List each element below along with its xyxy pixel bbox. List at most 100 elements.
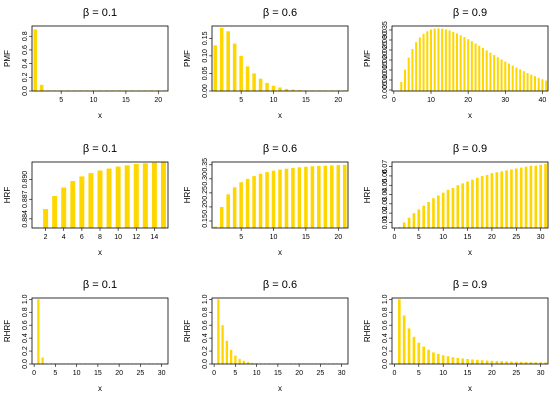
bar [510, 361, 513, 364]
bar [475, 177, 479, 228]
bar [427, 201, 430, 228]
bar [397, 227, 401, 228]
y-tick-label: 0.030 [382, 31, 389, 49]
y-tick-label: 0.6 [382, 320, 389, 330]
bar [422, 205, 426, 228]
bar [115, 166, 121, 228]
x-tick-label: 10 [270, 234, 278, 241]
y-tick-label: 0.890 [22, 171, 29, 189]
bar [480, 360, 484, 364]
bar [474, 43, 477, 91]
bar [402, 222, 406, 228]
bar [426, 31, 429, 91]
bar [291, 167, 295, 228]
y-axis-label: PMF [183, 50, 192, 67]
bar [500, 361, 504, 364]
x-tick-label: 0 [212, 370, 216, 377]
x-tick-label: 20 [154, 97, 162, 104]
bar [278, 87, 282, 91]
bar [534, 362, 538, 364]
y-tick-label: 0.15 [202, 31, 209, 45]
x-tick-label: 20 [115, 370, 123, 377]
y-tick-label: 0.2 [382, 346, 389, 356]
x-tick-label: 25 [512, 234, 520, 241]
y-axis-label: RHRF [363, 320, 372, 342]
bar [505, 361, 508, 364]
plot-frame [391, 161, 549, 229]
y-tick-label: 0.25 [202, 186, 209, 200]
panel-6: 0 5 10 15 20 25 30 0.010.020.030.040.050.060.07… [363, 143, 549, 257]
x-tick-label: 30 [338, 370, 346, 377]
plot-frame [211, 161, 349, 229]
x-tick-label: 30 [501, 97, 509, 104]
bar [234, 355, 237, 364]
y-tick-label: 1.0 [22, 294, 29, 304]
y-axis-label: HRF [183, 187, 192, 204]
bar [533, 76, 537, 91]
x-axis-label: x [278, 384, 282, 393]
bar [106, 168, 112, 228]
y-tick-label: 0.03 [382, 197, 389, 211]
y-tick-label: 0.8 [22, 31, 29, 41]
bar [485, 175, 489, 228]
bar [475, 359, 479, 364]
bar [265, 82, 269, 91]
panel-title: β = 0.1 [83, 279, 117, 291]
x-tick-label: 14 [151, 234, 159, 241]
x-axis-label: x [468, 248, 472, 257]
x-tick-label: 5 [233, 370, 237, 377]
bar [446, 356, 450, 364]
bar [242, 360, 246, 364]
x-tick-label: 15 [274, 370, 282, 377]
bar [221, 325, 224, 364]
plot-frame [391, 25, 549, 92]
y-tick-label: 0.01 [382, 216, 389, 230]
bar [526, 73, 529, 91]
y-tick-label: 0.0 [22, 86, 29, 96]
bar [415, 42, 418, 91]
bar [511, 65, 514, 91]
bar [500, 59, 503, 91]
x-tick-label: 2 [44, 234, 48, 241]
bar [252, 73, 256, 91]
y-tick-label: 0.8 [382, 307, 389, 317]
bar [437, 28, 440, 91]
bar [427, 349, 430, 364]
x-tick-label: 10 [253, 370, 261, 377]
x-tick-label: 8 [98, 234, 102, 241]
x-tick-label: 10 [427, 97, 435, 104]
x-axis-label: x [278, 111, 282, 120]
bar [397, 299, 401, 364]
x-tick-label: 10 [270, 97, 278, 104]
bar [436, 353, 440, 364]
y-tick-label: 0.2 [22, 346, 29, 356]
bar [232, 187, 237, 228]
bar [284, 88, 289, 91]
bar [246, 362, 250, 364]
bar [151, 162, 157, 228]
bar [271, 170, 276, 228]
bar [407, 217, 411, 228]
bar [403, 69, 407, 91]
bar [489, 52, 492, 91]
x-tick-label: 10 [90, 97, 98, 104]
bar [524, 361, 528, 364]
bar [490, 173, 494, 228]
bar [417, 209, 421, 228]
y-axis-label: HRF [363, 187, 372, 204]
bar [534, 165, 538, 228]
x-axis-label: x [98, 384, 102, 393]
bar [418, 37, 421, 91]
bar [124, 165, 130, 228]
bar [226, 31, 230, 91]
bar [79, 176, 85, 228]
y-tick-label: 0.015 [382, 61, 389, 79]
x-tick-label: 40 [539, 97, 547, 104]
bar [515, 67, 518, 91]
bar [407, 328, 411, 364]
bar [456, 357, 460, 364]
bar [422, 346, 426, 364]
y-tick-label: 0.0 [382, 359, 389, 369]
bar [402, 315, 406, 364]
y-tick-label: 0.0 [202, 359, 209, 369]
